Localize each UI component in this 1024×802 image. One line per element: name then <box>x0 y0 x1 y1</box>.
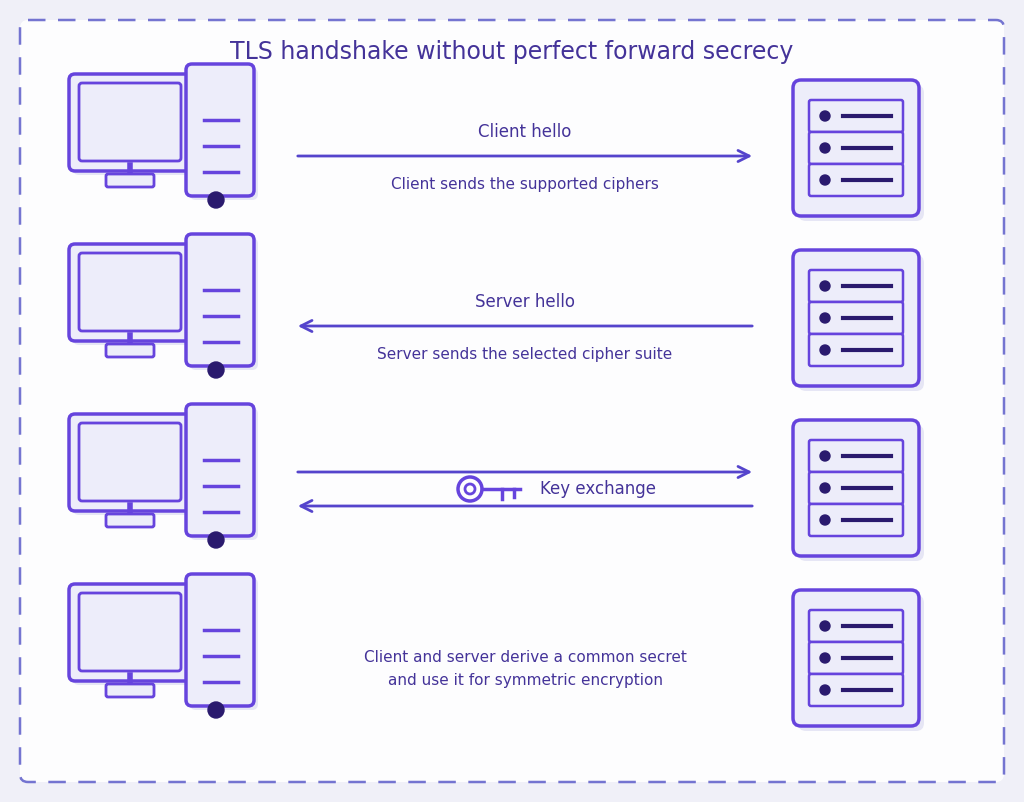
FancyBboxPatch shape <box>798 425 924 561</box>
Circle shape <box>820 175 830 185</box>
FancyBboxPatch shape <box>79 593 181 671</box>
FancyBboxPatch shape <box>793 80 919 216</box>
FancyBboxPatch shape <box>793 250 919 386</box>
FancyBboxPatch shape <box>69 414 191 511</box>
Circle shape <box>820 111 830 121</box>
FancyBboxPatch shape <box>809 472 903 504</box>
FancyBboxPatch shape <box>809 132 903 164</box>
Text: Client and server derive a common secret: Client and server derive a common secret <box>364 650 686 666</box>
FancyBboxPatch shape <box>79 253 181 331</box>
FancyBboxPatch shape <box>793 590 919 726</box>
Text: Client hello: Client hello <box>478 123 571 141</box>
FancyBboxPatch shape <box>73 588 195 685</box>
FancyBboxPatch shape <box>106 514 154 527</box>
FancyBboxPatch shape <box>79 423 181 501</box>
FancyBboxPatch shape <box>186 234 254 366</box>
Circle shape <box>820 451 830 461</box>
FancyBboxPatch shape <box>798 255 924 391</box>
FancyBboxPatch shape <box>798 595 924 731</box>
FancyBboxPatch shape <box>809 642 903 674</box>
FancyBboxPatch shape <box>69 74 191 171</box>
FancyBboxPatch shape <box>793 420 919 556</box>
Text: TLS handshake without perfect forward secrecy: TLS handshake without perfect forward se… <box>230 40 794 64</box>
Circle shape <box>820 345 830 355</box>
FancyBboxPatch shape <box>73 78 195 175</box>
FancyBboxPatch shape <box>73 248 195 345</box>
Text: and use it for symmetric encryption: and use it for symmetric encryption <box>387 673 663 687</box>
FancyBboxPatch shape <box>79 83 181 161</box>
Circle shape <box>820 313 830 323</box>
FancyBboxPatch shape <box>809 504 903 536</box>
FancyBboxPatch shape <box>186 404 254 536</box>
Circle shape <box>820 515 830 525</box>
FancyBboxPatch shape <box>106 174 154 187</box>
FancyBboxPatch shape <box>809 270 903 302</box>
Circle shape <box>208 362 224 378</box>
FancyBboxPatch shape <box>20 20 1004 782</box>
Circle shape <box>820 621 830 631</box>
Circle shape <box>820 653 830 663</box>
FancyBboxPatch shape <box>809 610 903 642</box>
FancyBboxPatch shape <box>73 418 195 515</box>
FancyBboxPatch shape <box>186 574 254 706</box>
Text: Client sends the supported ciphers: Client sends the supported ciphers <box>391 176 658 192</box>
FancyBboxPatch shape <box>809 100 903 132</box>
FancyBboxPatch shape <box>106 684 154 697</box>
Circle shape <box>208 532 224 548</box>
FancyBboxPatch shape <box>809 334 903 366</box>
FancyBboxPatch shape <box>809 674 903 706</box>
FancyBboxPatch shape <box>809 164 903 196</box>
FancyBboxPatch shape <box>190 578 258 710</box>
Text: Server hello: Server hello <box>475 293 575 311</box>
FancyBboxPatch shape <box>69 244 191 341</box>
Circle shape <box>208 192 224 208</box>
Circle shape <box>820 143 830 153</box>
Circle shape <box>820 281 830 291</box>
FancyBboxPatch shape <box>69 584 191 681</box>
FancyBboxPatch shape <box>190 408 258 540</box>
Circle shape <box>820 483 830 493</box>
FancyBboxPatch shape <box>809 302 903 334</box>
Text: Key exchange: Key exchange <box>540 480 656 498</box>
FancyBboxPatch shape <box>106 344 154 357</box>
FancyBboxPatch shape <box>190 238 258 370</box>
FancyBboxPatch shape <box>186 64 254 196</box>
Circle shape <box>820 685 830 695</box>
FancyBboxPatch shape <box>798 85 924 221</box>
Text: Server sends the selected cipher suite: Server sends the selected cipher suite <box>378 346 673 362</box>
Circle shape <box>208 702 224 718</box>
FancyBboxPatch shape <box>809 440 903 472</box>
FancyBboxPatch shape <box>190 68 258 200</box>
